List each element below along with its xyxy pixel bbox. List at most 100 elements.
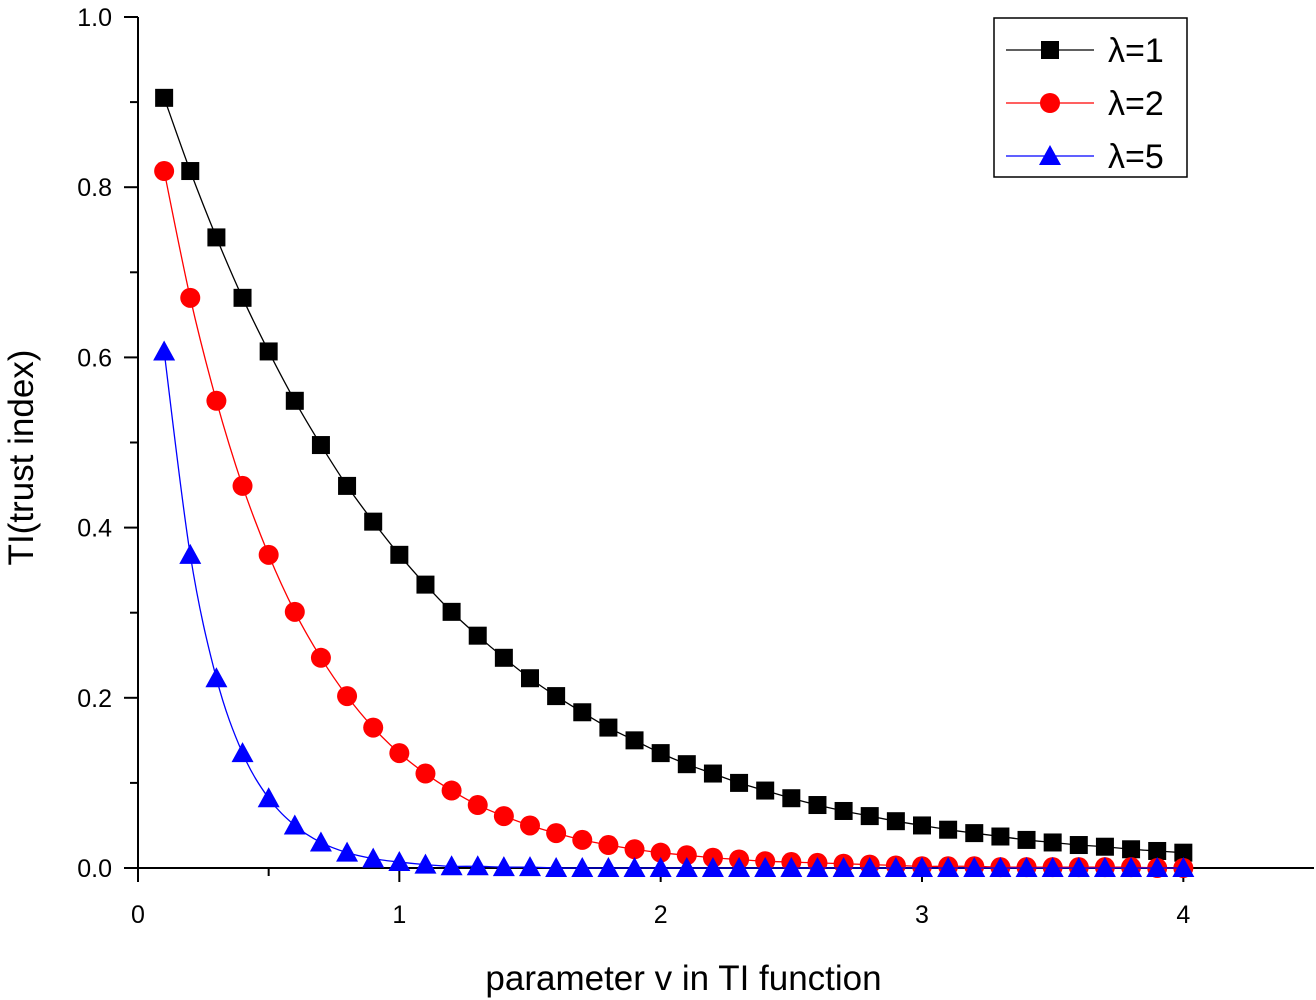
data-point <box>309 831 332 852</box>
legend-item: λ=2 <box>1006 85 1164 123</box>
data-point <box>780 857 803 877</box>
data-point <box>625 731 644 750</box>
data-point <box>232 475 253 496</box>
data-point <box>181 162 200 181</box>
series-line <box>163 351 1184 869</box>
data-point <box>337 686 358 707</box>
data-point <box>677 755 696 774</box>
data-point <box>364 512 383 531</box>
data-point <box>650 842 671 863</box>
data-point <box>311 436 330 455</box>
data-point <box>728 857 751 877</box>
data-point <box>1043 833 1062 852</box>
data-point <box>1017 830 1036 849</box>
data-point <box>440 855 463 876</box>
legend-marker <box>1039 145 1061 165</box>
x-tick-label: 2 <box>654 901 668 929</box>
data-point <box>623 857 646 877</box>
data-point <box>597 857 620 877</box>
data-point <box>388 851 411 872</box>
data-point <box>756 781 775 800</box>
y-axis-title: TI(trust index) <box>2 350 41 566</box>
data-point <box>336 841 359 862</box>
data-point <box>442 602 461 621</box>
legend-box <box>993 17 1188 178</box>
data-point <box>493 806 514 827</box>
data-point <box>884 857 907 877</box>
data-point <box>939 820 958 839</box>
data-point <box>1148 841 1167 860</box>
legend-label: λ=1 <box>1108 32 1164 70</box>
data-point <box>154 161 175 182</box>
data-point <box>231 742 254 763</box>
data-point <box>598 835 619 856</box>
legend-label: λ=5 <box>1108 138 1164 176</box>
legend-marker <box>1041 41 1059 59</box>
data-point <box>572 829 593 850</box>
y-tick-label: 0.4 <box>77 515 112 543</box>
legend-item: λ=5 <box>1006 138 1164 176</box>
data-point <box>467 795 488 816</box>
data-point <box>363 717 384 738</box>
data-point <box>886 812 905 831</box>
data-point <box>545 857 568 877</box>
data-point <box>153 340 176 361</box>
data-point <box>858 857 881 877</box>
data-point <box>155 88 174 107</box>
data-point <box>754 857 777 877</box>
data-point <box>989 857 1012 877</box>
data-point <box>676 845 697 866</box>
data-point <box>1015 857 1038 877</box>
data-point <box>180 287 201 308</box>
data-point <box>911 857 933 877</box>
data-point <box>519 856 541 877</box>
legend-item: λ=1 <box>1006 32 1164 70</box>
data-point <box>441 780 462 801</box>
data-point <box>675 857 698 877</box>
data-point <box>1146 857 1169 877</box>
data-point <box>703 764 722 783</box>
data-point <box>310 647 331 668</box>
data-point <box>1093 857 1116 877</box>
legend: λ=1 λ=2 λ=5 <box>993 17 1188 178</box>
data-point <box>1174 843 1193 862</box>
series-1 <box>155 88 1193 862</box>
data-point <box>1095 837 1114 856</box>
x-tick-label: 0 <box>131 901 145 929</box>
data-point <box>1069 836 1088 855</box>
data-point <box>179 543 202 564</box>
series-line <box>163 97 1184 854</box>
data-point <box>390 545 409 564</box>
y-tick-label: 1.0 <box>77 4 112 32</box>
data-point <box>494 648 513 667</box>
data-point <box>520 815 540 836</box>
data-point <box>206 390 227 411</box>
data-point <box>338 476 357 495</box>
x-tick-label: 4 <box>1176 901 1190 929</box>
data-point <box>730 773 749 792</box>
data-point <box>468 626 487 645</box>
data-point <box>599 718 618 737</box>
data-point <box>651 744 670 763</box>
data-point <box>233 288 252 307</box>
series-2 <box>154 161 1194 878</box>
data-point <box>1172 857 1195 877</box>
x-tick-label: 1 <box>392 901 406 929</box>
series-line <box>163 170 1184 869</box>
data-point <box>1120 857 1143 877</box>
data-point <box>1122 840 1141 859</box>
data-point <box>207 228 226 247</box>
data-point <box>860 807 879 826</box>
data-point <box>521 669 539 688</box>
y-axis-ticks: 0.0 0.2 0.4 0.6 0.8 1.0 <box>77 4 138 883</box>
data-point <box>414 853 437 874</box>
data-point <box>1041 857 1064 877</box>
y-tick-label: 0.0 <box>77 855 112 883</box>
data-point <box>283 814 306 835</box>
series-layer <box>153 88 1195 878</box>
data-point <box>416 575 435 594</box>
y-tick-label: 0.2 <box>77 685 112 713</box>
data-point <box>415 763 436 784</box>
data-point <box>492 856 515 877</box>
